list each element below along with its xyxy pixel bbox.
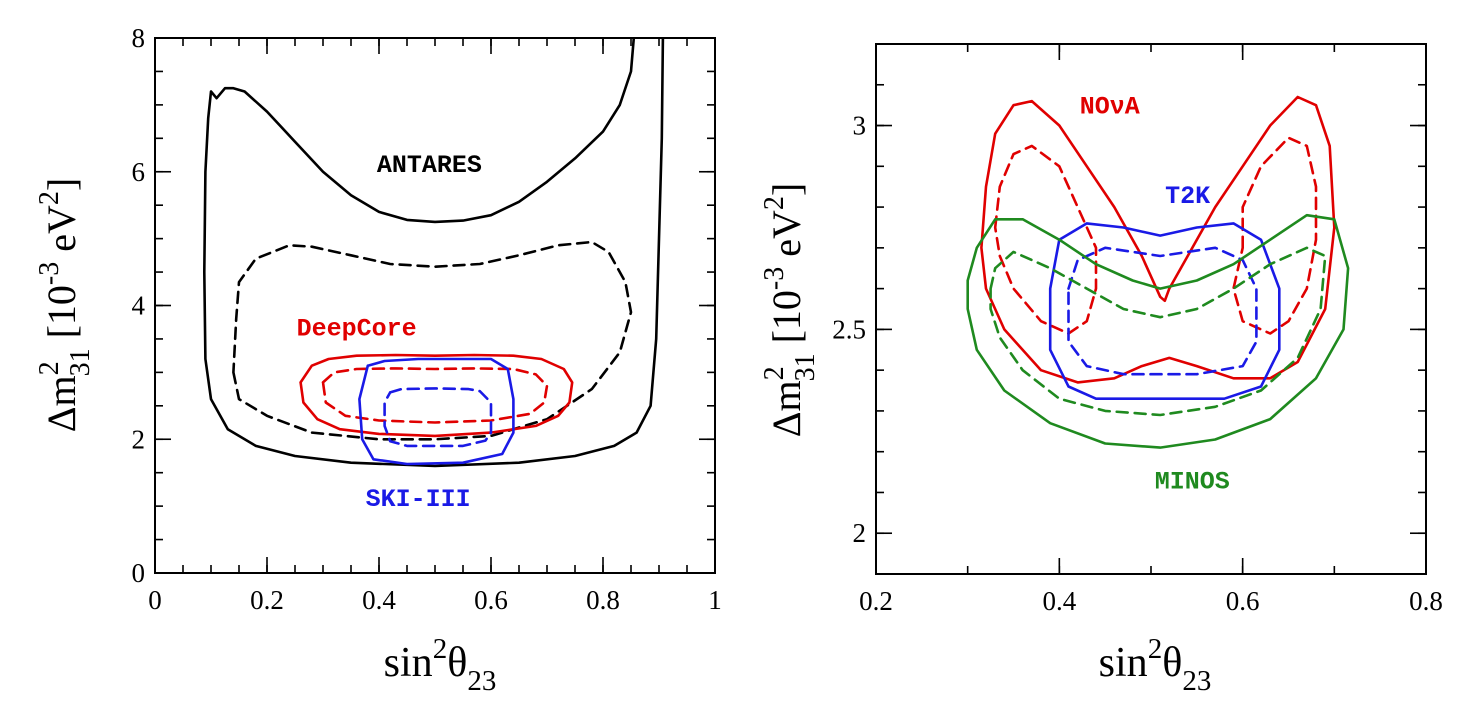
t2k-dashed-contour [1067,246,1258,376]
minos-dashed-contour [989,246,1327,417]
y-axis-title: Δm231 [10-3 eV2] [759,183,821,437]
y-tick-label: 6 [132,157,146,187]
x-tick-label: 0.4 [1042,586,1076,616]
y-tick-label: 2 [132,424,146,454]
t2k-solid-contour [1048,222,1281,400]
x-tick-label: 0.6 [1226,586,1260,616]
contour-group [203,38,665,468]
chart-left: 0 0.2 0.4 0.6 0.8 1 0 2 4 6 8 ANTARES DeepCore SKI-II… [34,23,722,697]
ski-iii-dashed-contour [383,387,493,448]
y-tick-label: 2 [853,518,867,548]
deepcore-solid-contour [299,353,574,438]
nova-solid-contour [980,95,1336,384]
minos-solid-contour [966,213,1350,449]
antares-solid-contour [203,38,665,468]
deepcore-dashed-contour [321,367,549,424]
t2k-label: T2K [1165,182,1210,211]
chart-right: 0.2 0.4 0.6 0.8 2 2.5 3 NOνA T2K MINOS sin2θ23 Δm23… [759,43,1443,697]
plot-frame [154,37,716,574]
y-axis-title: Δm231 [10-3 eV2] [34,178,96,432]
plot-frame [875,43,1427,575]
x-axis-title: sin2θ23 [384,633,497,697]
nova-dashed-contour [1232,136,1318,335]
y-tick-label: 8 [132,23,146,53]
contour-group [966,95,1350,449]
nova-label: NOνA [1080,92,1140,121]
y-tick-label: 2.5 [832,314,866,344]
nova-dashed-contour [993,144,1098,335]
x-tick-label: 0.2 [859,586,893,616]
x-tick-label: 0 [148,585,162,615]
x-tick-label: 0.2 [250,585,284,615]
x-tick-label: 0.8 [1409,586,1443,616]
x-tick-label: 0.6 [474,585,508,615]
y-tick-label: 3 [853,111,867,141]
x-tick-label: 0.4 [362,585,396,615]
deepcore-label: DeepCore [297,315,417,344]
ski-iii-solid-contour [358,357,515,466]
y-tick-label: 0 [132,558,146,588]
antares-dashed-contour [232,240,633,441]
y-tick-label: 4 [132,291,146,321]
minos-label: MINOS [1155,467,1230,496]
x-axis-title: sin2θ23 [1099,633,1212,697]
antares-label: ANTARES [377,151,482,180]
x-tick-label: 0.8 [586,585,620,615]
ski-iii-label: SKI-III [366,485,471,514]
x-tick-label: 1 [708,585,722,615]
